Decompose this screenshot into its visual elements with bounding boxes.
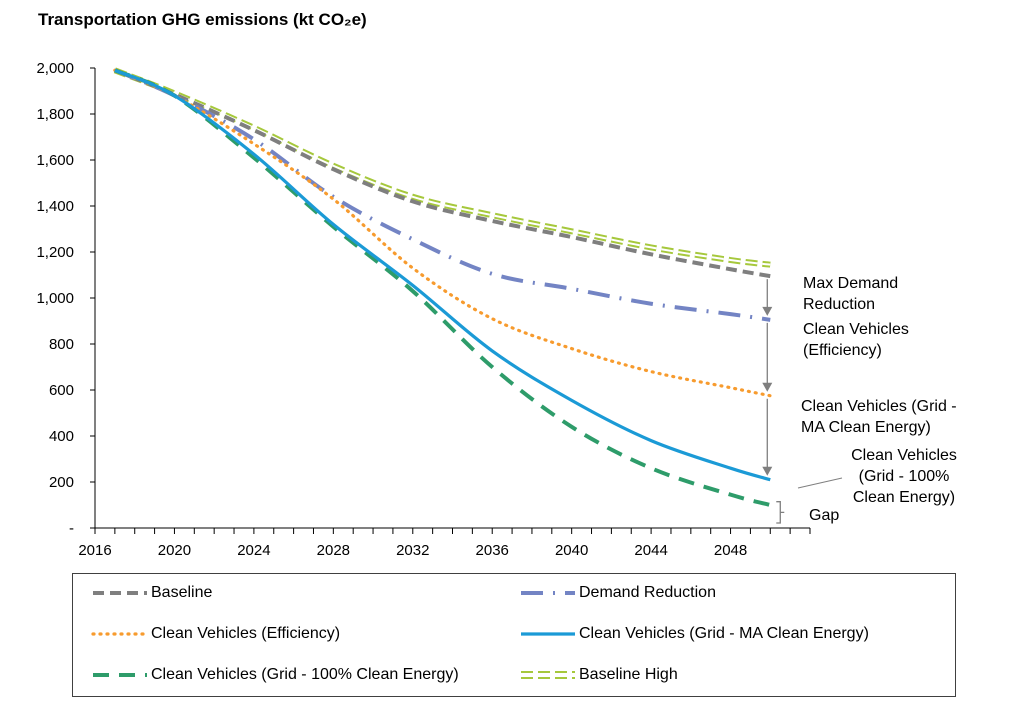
y-tick-label: 800 xyxy=(49,336,74,353)
y-tick-label: 1,600 xyxy=(36,152,74,169)
legend-item-demand-reduction: Demand Reduction xyxy=(519,584,716,602)
series-line-baseline-high xyxy=(113,67,771,268)
x-tick-label: 2048 xyxy=(714,542,747,559)
annotation-label: Gap xyxy=(809,507,839,524)
legend-label: Clean Vehicles (Efficiency) xyxy=(151,625,341,642)
legend-swatch xyxy=(93,673,147,677)
x-tick-label: 2024 xyxy=(237,542,270,559)
legend-swatch xyxy=(521,591,575,595)
chart-plot: - 200 400 600 800 1,000 1,200 1,400 1,600 1,800 2,… xyxy=(36,60,957,559)
y-tick-label: - xyxy=(69,520,74,537)
annotation-line: (Grid - 100% xyxy=(859,468,950,485)
legend-swatch xyxy=(91,632,147,636)
legend-label: Baseline High xyxy=(579,666,678,683)
gap-bracket xyxy=(776,501,785,524)
legend-swatch xyxy=(93,591,147,595)
y-tick-label: 1,200 xyxy=(36,244,74,261)
annotation-label: Clean Vehicles (Grid - 100% Clean Energy) xyxy=(851,447,957,506)
annotation-line: Reduction xyxy=(803,296,875,313)
legend-label: Clean Vehicles (Grid - MA Clean Energy) xyxy=(579,625,869,642)
series-line-demand-reduction xyxy=(114,68,771,322)
reduction-arrowhead xyxy=(762,306,773,316)
y-tick-label: 1,800 xyxy=(36,106,74,123)
annotation-label: Clean Vehicles (Efficiency) xyxy=(803,321,909,359)
x-tick-label: 2020 xyxy=(158,542,191,559)
series-line-baseline-high-gap xyxy=(114,69,771,266)
legend-item-clean-vehicles-grid-ma-clean-energy: Clean Vehicles (Grid - MA Clean Energy) xyxy=(519,625,869,643)
chart-title: Transportation GHG emissions (kt CO₂e) xyxy=(38,10,367,29)
series-line-clean-vehicles-grid-100-clean-energy xyxy=(114,68,771,507)
annotation-line: Max Demand xyxy=(803,275,898,292)
legend-swatch xyxy=(521,671,575,679)
legend-label: Baseline xyxy=(151,584,213,601)
x-tick-label: 2044 xyxy=(634,542,667,559)
annotation-line: Clean Energy) xyxy=(853,489,955,506)
legend-item-clean-vehicles-grid-100-clean-energy: Clean Vehicles (Grid - 100% Clean Energy… xyxy=(91,666,459,684)
y-tick-label: 1,400 xyxy=(36,198,74,215)
chart-legend: Baseline Demand Reduction Clean Vehicles (… xyxy=(72,573,956,697)
x-tick-label: 2032 xyxy=(396,542,429,559)
legend-item-baseline: Baseline xyxy=(91,584,212,602)
y-tick-label: 1,000 xyxy=(36,290,74,307)
reduction-arrowhead xyxy=(762,382,773,392)
label-leader-line xyxy=(797,477,843,489)
reduction-arrowhead xyxy=(762,466,773,476)
annotation-label: Clean Vehicles (Grid - MA Clean Energy) xyxy=(801,398,957,436)
annotation-line: Clean Vehicles xyxy=(803,321,909,338)
legend-item-baseline-high: Baseline High xyxy=(519,666,678,684)
x-tick-label: 2040 xyxy=(555,542,588,559)
annotation-line: Clean Vehicles xyxy=(851,447,957,464)
legend-label: Clean Vehicles (Grid - 100% Clean Energy… xyxy=(151,666,459,683)
series-line-baseline xyxy=(114,68,771,279)
y-tick-label: 400 xyxy=(49,428,74,445)
y-tick-label: 2,000 xyxy=(36,60,74,77)
x-tick-label: 2016 xyxy=(78,542,111,559)
legend-swatch xyxy=(521,632,575,636)
annotation-label: Max Demand Reduction xyxy=(803,275,898,313)
legend-label: Demand Reduction xyxy=(579,584,716,601)
annotation-line: Gap xyxy=(809,507,839,524)
annotation-line: (Efficiency) xyxy=(803,342,882,359)
series-line-clean-vehicles-efficiency xyxy=(113,68,772,398)
y-tick-label: 600 xyxy=(49,382,74,399)
legend-item-clean-vehicles-efficiency: Clean Vehicles (Efficiency) xyxy=(91,625,340,643)
x-tick-label: 2036 xyxy=(476,542,509,559)
annotation-line: Clean Vehicles (Grid - xyxy=(801,398,957,415)
x-tick-label: 2028 xyxy=(317,542,350,559)
y-tick-label: 200 xyxy=(49,474,74,491)
annotation-line: MA Clean Energy) xyxy=(801,419,931,436)
series-line-clean-vehicles-grid-ma-clean-energy xyxy=(114,68,771,482)
